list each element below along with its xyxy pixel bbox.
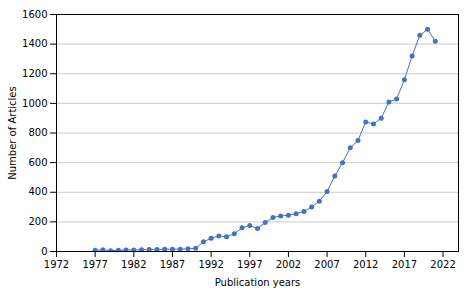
svg-text:1600: 1600 (22, 9, 47, 20)
svg-text:400: 400 (28, 186, 47, 197)
svg-text:600: 600 (28, 157, 47, 168)
svg-text:2007: 2007 (314, 259, 339, 270)
svg-text:Number of Articles: Number of Articles (7, 86, 18, 179)
svg-text:1972: 1972 (44, 259, 69, 270)
svg-text:1977: 1977 (82, 259, 107, 270)
svg-text:2017: 2017 (392, 259, 417, 270)
svg-text:1400: 1400 (22, 38, 47, 49)
svg-text:2012: 2012 (353, 259, 378, 270)
svg-text:1997: 1997 (237, 259, 262, 270)
svg-text:1987: 1987 (160, 259, 185, 270)
svg-text:2022: 2022 (430, 259, 455, 270)
svg-text:1982: 1982 (121, 259, 146, 270)
svg-text:1992: 1992 (198, 259, 223, 270)
svg-text:2002: 2002 (276, 259, 301, 270)
svg-text:200: 200 (28, 216, 47, 227)
svg-text:1000: 1000 (22, 98, 47, 109)
svg-text:0: 0 (41, 246, 47, 257)
svg-text:800: 800 (28, 127, 47, 138)
svg-text:1200: 1200 (22, 68, 47, 79)
svg-text:Publication years: Publication years (215, 277, 301, 288)
